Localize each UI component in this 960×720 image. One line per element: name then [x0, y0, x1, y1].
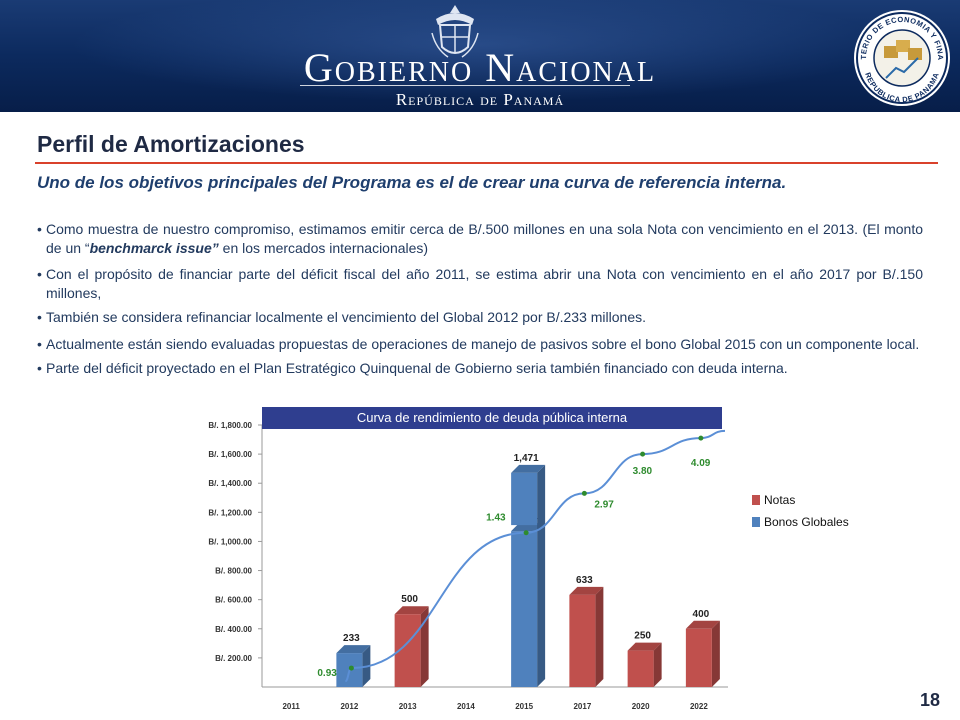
y-tick-label: B/. 600.00	[215, 596, 252, 605]
bonos-bar-upper-top	[511, 464, 546, 473]
yield-point	[698, 435, 704, 441]
y-tick-label: B/. 1,000.00	[208, 537, 252, 546]
notas-bar	[627, 650, 654, 687]
notas-bar-top	[627, 642, 662, 651]
bonos-bar-upper-side	[537, 464, 546, 532]
legend-swatch	[752, 495, 760, 505]
banner-divider	[300, 85, 630, 86]
bar-value-label: 500	[401, 594, 418, 605]
bonos-bar-upper	[511, 472, 538, 526]
bullet-item: Con el propósito de financiar parte del …	[37, 265, 923, 303]
yield-point	[348, 665, 354, 671]
chart-title: Curva de rendimiento de deuda pública in…	[262, 407, 722, 429]
yield-label: 2.97	[594, 499, 614, 510]
notas-bar	[685, 628, 712, 687]
bar-value-label: 1,471	[514, 453, 539, 464]
amortization-chart: B/. 200.00 B/. 400.00 B/. 600.00 B/. 800.00…	[208, 421, 849, 711]
bullet-item: Como muestra de nuestro compromiso, esti…	[37, 220, 923, 258]
bar-value-label: 400	[693, 609, 710, 620]
x-tick-label: 2011	[282, 702, 300, 711]
bullet-list: Como muestra de nuestro compromiso, esti…	[37, 220, 923, 378]
y-tick-label: B/. 400.00	[215, 625, 252, 634]
bar-value-label: 633	[576, 575, 593, 586]
yield-label: 0.93	[317, 668, 337, 679]
notas-bar	[569, 594, 596, 687]
legend-label: Notas	[764, 493, 795, 507]
bullet-item: Actualmente están siendo evaluadas propu…	[37, 335, 923, 354]
bonos-bar	[511, 531, 538, 687]
yield-curve-line	[344, 429, 726, 683]
y-tick-label: B/. 200.00	[215, 654, 252, 663]
legend-label: Bonos Globales	[764, 515, 849, 529]
notas-bar-top	[685, 620, 720, 629]
notas-bar-side	[711, 620, 720, 687]
notas-bar-top	[394, 606, 429, 615]
slide-title: Perfil de Amortizaciones	[37, 131, 305, 157]
bullet-item: Parte del déficit proyectado en el Plan …	[37, 359, 923, 378]
y-tick-label: B/. 1,200.00	[208, 508, 252, 517]
legend-swatch	[752, 517, 760, 527]
y-tick-label: B/. 800.00	[215, 567, 252, 576]
notas-bar-top	[569, 586, 604, 595]
government-title: Gobierno Nacional	[303, 45, 657, 90]
bar-value-label: 250	[634, 631, 651, 642]
notas-bar-side	[653, 642, 662, 687]
x-tick-label: 2013	[399, 702, 417, 711]
header-banner: Gobierno Nacional República de Panamá MI…	[0, 0, 960, 112]
yield-point	[581, 490, 587, 496]
notas-bar-side	[595, 586, 604, 687]
yield-label: 3.80	[633, 466, 653, 477]
x-tick-label: 2020	[632, 702, 650, 711]
y-tick-label: B/. 1,800.00	[208, 421, 252, 430]
x-tick-label: 2017	[573, 702, 591, 711]
y-tick-label: B/. 1,600.00	[208, 450, 252, 459]
yield-point	[640, 451, 646, 457]
coat-of-arms-icon	[431, 5, 479, 58]
notas-bar-side	[420, 606, 429, 687]
government-subtitle: República de Panamá	[395, 90, 565, 109]
title-divider	[35, 162, 938, 164]
bullet-item: También se considera refinanciar localme…	[37, 308, 923, 327]
yield-label: 4.09	[691, 458, 711, 469]
ministry-seal-icon: MINISTERIO DE ECONOMIA Y FINANZAS REPUBL…	[852, 8, 950, 106]
x-tick-label: 2022	[690, 702, 708, 711]
x-tick-label: 2014	[457, 702, 475, 711]
bar-value-label: 233	[343, 633, 360, 644]
yield-point	[523, 530, 529, 536]
banner-gloss	[0, 0, 960, 112]
lead-statement: Uno de los objetivos principales del Pro…	[37, 173, 787, 192]
bonos-bar-top	[336, 645, 371, 654]
yield-label: 1.43	[486, 513, 506, 524]
bonos-bar-side	[537, 523, 546, 687]
y-tick-label: B/. 1,400.00	[208, 479, 252, 488]
page-number: 18	[920, 690, 941, 710]
x-tick-label: 2015	[515, 702, 533, 711]
x-tick-label: 2012	[340, 702, 358, 711]
